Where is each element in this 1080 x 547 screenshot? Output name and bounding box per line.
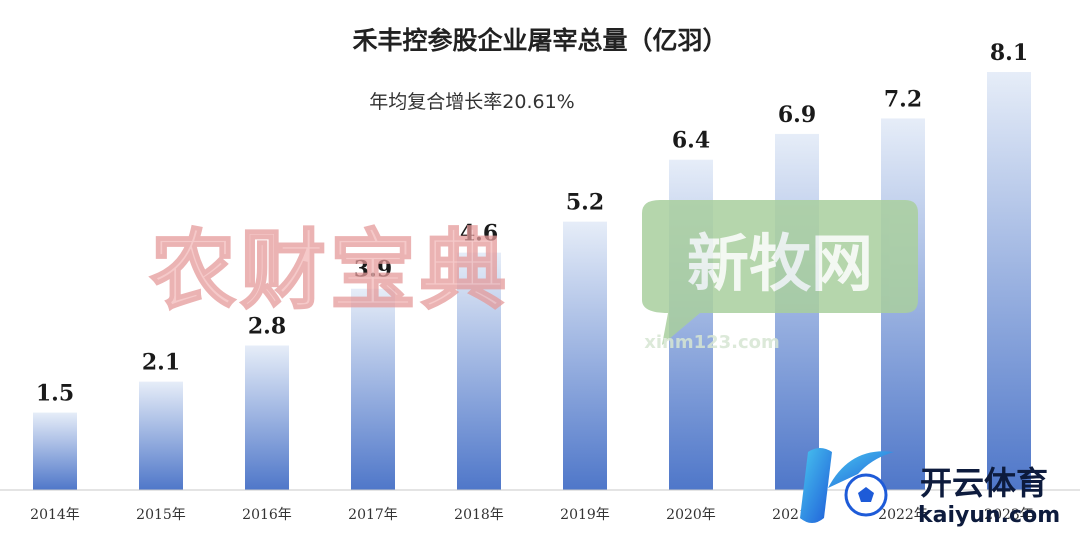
bar [139, 381, 183, 490]
bar-value-label: 5.2 [566, 190, 604, 216]
watermark-bubble-shape [642, 200, 918, 345]
x-tick-label: 2018年 [454, 507, 504, 523]
x-tick-label: 2015年 [136, 507, 186, 523]
bar-value-label: 2.1 [142, 350, 180, 376]
watermark-nongcai-text: 农财宝典 [150, 221, 510, 321]
x-ticks-layer: 2014年 2015年 2016年 2017年 2018年 2019年 2020年 2021年… [30, 507, 1034, 523]
bar-value-label: 3.9 [354, 257, 392, 283]
bar-value-label: 7.2 [884, 86, 922, 112]
x-tick-label: 2014年 [30, 507, 80, 523]
chart-title: 禾丰控参股企业屠宰总量（亿羽） [352, 26, 727, 55]
kaiyun-logo: 开云体育 kaiyun.com [800, 448, 1060, 528]
bar [351, 288, 395, 490]
bar [457, 252, 501, 490]
value-labels-layer: 1.5 2.1 2.8 3.9 4.6 5.2 6.4 6.9 7.2 8.1 [36, 40, 1028, 407]
watermark-xinmu-url: xinm123.com [644, 332, 780, 353]
bar-value-label: 8.1 [990, 40, 1028, 66]
x-tick-label: 2022年 [878, 507, 928, 523]
bar-value-label: 6.9 [778, 102, 816, 128]
bar [33, 412, 77, 490]
bar-value-label: 6.4 [672, 128, 710, 154]
x-tick-label: 2023年 [984, 507, 1034, 523]
watermark-xinmu-text: 新牧网 [687, 227, 873, 300]
chart-subtitle: 年均复合增长率20.61% [369, 91, 574, 113]
kaiyun-logo-swoosh-icon [828, 451, 894, 488]
bar [563, 221, 607, 490]
x-tick-label: 2017年 [348, 507, 398, 523]
bar [987, 72, 1031, 490]
watermark-xinmu: 新牧网 xinm123.com [642, 200, 918, 353]
x-tick-label: 2020年 [666, 507, 716, 523]
soccer-ball-patch-icon [858, 487, 874, 502]
x-tick-label: 2016年 [242, 507, 292, 523]
bar-value-label: 2.8 [248, 314, 286, 340]
x-tick-label: 2019年 [560, 507, 610, 523]
kaiyun-logo-text: 开云体育 [920, 464, 1048, 502]
kaiyun-logo-k-icon [800, 448, 832, 523]
kaiyun-logo-url: kaiyun.com [918, 503, 1060, 528]
bar-value-label: 4.6 [460, 221, 498, 247]
bar-value-label: 1.5 [36, 381, 74, 407]
bar [245, 345, 289, 490]
